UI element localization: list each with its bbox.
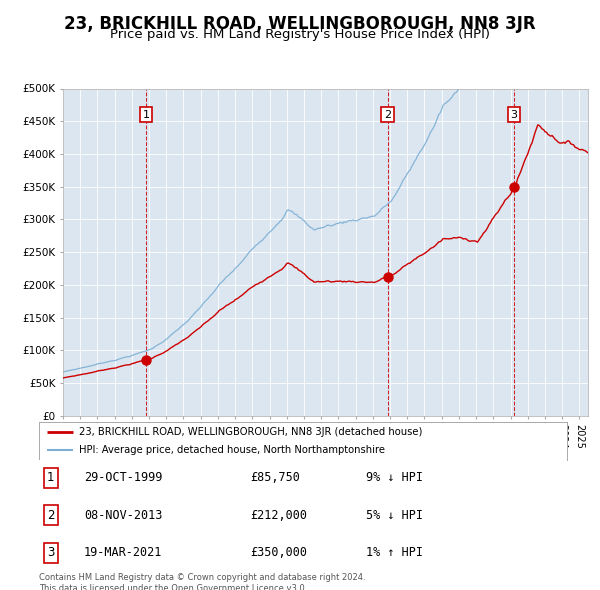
- Text: 08-NOV-2013: 08-NOV-2013: [84, 509, 162, 522]
- Text: 1: 1: [47, 471, 55, 484]
- Text: 23, BRICKHILL ROAD, WELLINGBOROUGH, NN8 3JR: 23, BRICKHILL ROAD, WELLINGBOROUGH, NN8 …: [64, 15, 536, 33]
- Text: 9% ↓ HPI: 9% ↓ HPI: [367, 471, 424, 484]
- Text: 23, BRICKHILL ROAD, WELLINGBOROUGH, NN8 3JR (detached house): 23, BRICKHILL ROAD, WELLINGBOROUGH, NN8 …: [79, 427, 422, 437]
- Text: 19-MAR-2021: 19-MAR-2021: [84, 546, 162, 559]
- Text: £212,000: £212,000: [250, 509, 307, 522]
- Text: 2: 2: [47, 509, 55, 522]
- Text: Contains HM Land Registry data © Crown copyright and database right 2024.
This d: Contains HM Land Registry data © Crown c…: [39, 573, 365, 590]
- Text: HPI: Average price, detached house, North Northamptonshire: HPI: Average price, detached house, Nort…: [79, 445, 385, 455]
- Text: 1: 1: [143, 110, 149, 120]
- Text: 3: 3: [511, 110, 518, 120]
- Text: 1% ↑ HPI: 1% ↑ HPI: [367, 546, 424, 559]
- Text: Price paid vs. HM Land Registry's House Price Index (HPI): Price paid vs. HM Land Registry's House …: [110, 28, 490, 41]
- Text: £350,000: £350,000: [250, 546, 307, 559]
- Text: £85,750: £85,750: [250, 471, 300, 484]
- Text: 2: 2: [384, 110, 391, 120]
- Text: 29-OCT-1999: 29-OCT-1999: [84, 471, 162, 484]
- Text: 3: 3: [47, 546, 55, 559]
- Text: 5% ↓ HPI: 5% ↓ HPI: [367, 509, 424, 522]
